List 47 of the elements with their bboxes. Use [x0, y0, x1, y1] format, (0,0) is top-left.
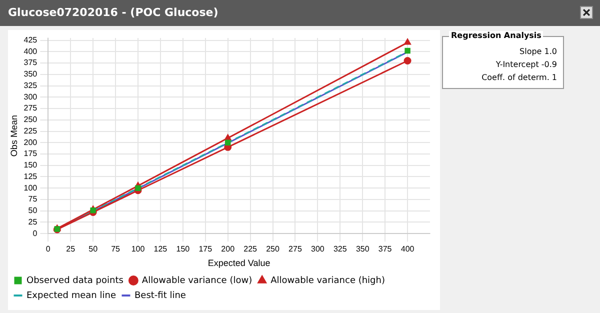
- y-tick-label: 375: [24, 58, 38, 68]
- text: Regression Analysis: [449, 31, 544, 40]
- y-tick-label: 50: [28, 206, 38, 216]
- x-tick-label: 0: [46, 244, 51, 254]
- y-tick-label: 75: [28, 194, 38, 204]
- legend-label: Allowable variance (low): [142, 276, 252, 286]
- x-tick-label: 350: [356, 244, 370, 254]
- y-tick-label: 350: [24, 70, 38, 79]
- x-tick-label: 175: [198, 244, 213, 254]
- y-axis-title: Obs Mean: [8, 115, 19, 157]
- x-tick-label: 100: [131, 244, 146, 254]
- legend-label: Observed data points: [26, 276, 124, 286]
- x-tick-label: 375: [378, 244, 392, 254]
- legend-label: Allowable variance (high): [270, 276, 385, 286]
- y-tick-label: 200: [24, 138, 38, 147]
- x-tick-label: 25: [66, 244, 76, 254]
- text: Slope 1.0: [518, 46, 557, 58]
- y-tick-label: 100: [24, 183, 38, 192]
- x-tick-label: 150: [176, 244, 190, 254]
- x-tick-label: 200: [221, 244, 236, 254]
- x-tick-label: 400: [400, 244, 415, 254]
- y-tick-label: 25: [28, 217, 38, 226]
- y-tick-label: 150: [24, 160, 38, 170]
- x-tick-label: 250: [266, 244, 280, 254]
- legend-label: Expected mean line: [26, 290, 116, 301]
- x-tick-label: 75: [111, 244, 121, 254]
- y-tick-label: 0: [32, 228, 38, 238]
- y-tick-label: 325: [24, 80, 38, 90]
- x-tick-label: 275: [288, 244, 302, 254]
- x-tick-label: 125: [154, 244, 168, 254]
- y-tick-label: 400: [24, 46, 38, 56]
- x-axis-title: Expected Value: [208, 258, 270, 268]
- y-tick-label: 300: [24, 92, 38, 102]
- text: Coeff. of determ. 1: [480, 72, 557, 84]
- y-tick-label: 425: [24, 35, 38, 44]
- chart-title: Glucose07202016 - (POC Glucose): [0, 0, 600, 26]
- y-tick-label: 275: [24, 104, 38, 113]
- x-tick-label: 50: [88, 244, 98, 254]
- legend-label: Best-fit line: [134, 290, 186, 301]
- x-tick-label: 325: [333, 244, 348, 254]
- y-tick-label: 175: [24, 149, 38, 158]
- text: Y-Intercept -0.9: [494, 59, 557, 71]
- x-tick-label: 225: [244, 244, 258, 254]
- x-tick-label: 300: [311, 244, 325, 254]
- y-tick-label: 225: [24, 126, 38, 136]
- y-tick-label: 125: [24, 172, 38, 181]
- y-tick-label: 250: [24, 115, 38, 124]
